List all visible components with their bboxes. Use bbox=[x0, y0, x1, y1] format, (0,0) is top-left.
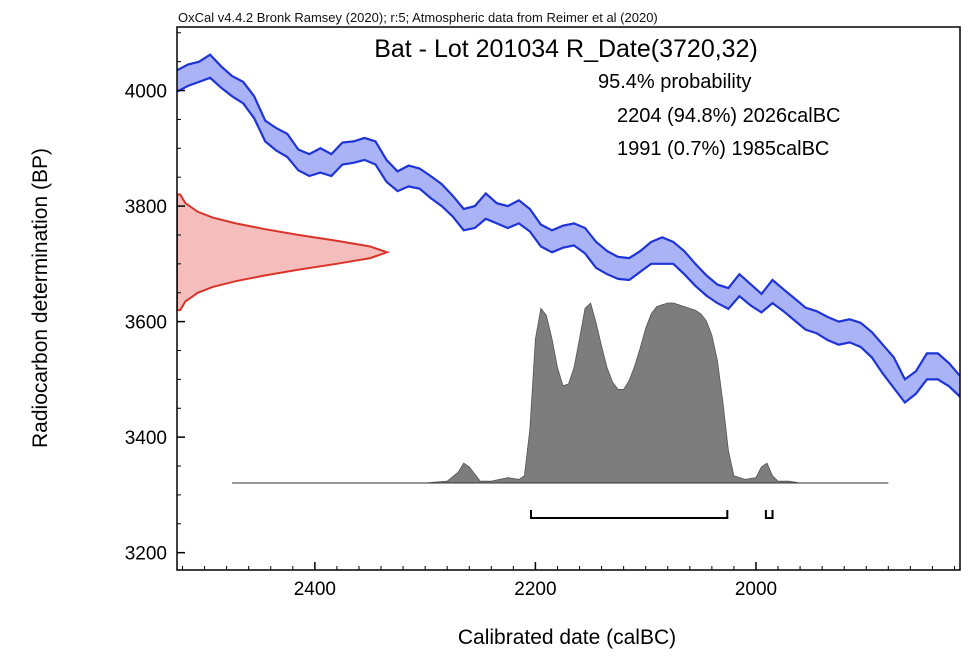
posterior-distribution bbox=[232, 302, 889, 484]
y-tick-label: 4000 bbox=[125, 82, 167, 103]
y-tick-label: 3400 bbox=[125, 428, 167, 449]
x-axis: 2400 2200 2000 bbox=[182, 562, 955, 600]
oxcal-header-text: OxCal v4.4.2 Bronk Ramsey (2020); r:5; A… bbox=[178, 10, 658, 25]
chart-title: Bat - Lot 201034 R_Date(3720,32) bbox=[374, 35, 758, 63]
plot-frame bbox=[176, 26, 961, 571]
y-axis-label: Radiocarbon determination (BP) bbox=[29, 148, 52, 448]
y-tick-label: 3200 bbox=[125, 544, 167, 565]
x-tick-label: 2200 bbox=[514, 579, 556, 600]
radiocarbon-distribution bbox=[177, 193, 391, 312]
calibration-curve-band bbox=[177, 54, 960, 403]
calibration-curve-lower-line bbox=[177, 76, 960, 405]
x-axis-label: Calibrated date (calBC) bbox=[458, 626, 676, 649]
plot-area bbox=[177, 53, 960, 519]
y-tick-label: 3800 bbox=[125, 197, 167, 218]
y-axis: 3200 3400 3600 3800 4000 bbox=[125, 32, 185, 565]
x-tick-label: 2400 bbox=[294, 579, 336, 600]
y-tick-label: 3600 bbox=[125, 313, 167, 334]
range-bracket-1 bbox=[530, 510, 729, 519]
probability-label: 95.4% probability bbox=[598, 71, 751, 93]
range-label-1: 2204 (94.8%) 2026calBC bbox=[617, 105, 840, 127]
range-bracket-2 bbox=[764, 510, 774, 519]
x-tick-label: 2000 bbox=[735, 579, 777, 600]
range-label-2: 1991 (0.7%) 1985calBC bbox=[617, 138, 829, 160]
calibration-curve-upper-line bbox=[177, 53, 960, 382]
